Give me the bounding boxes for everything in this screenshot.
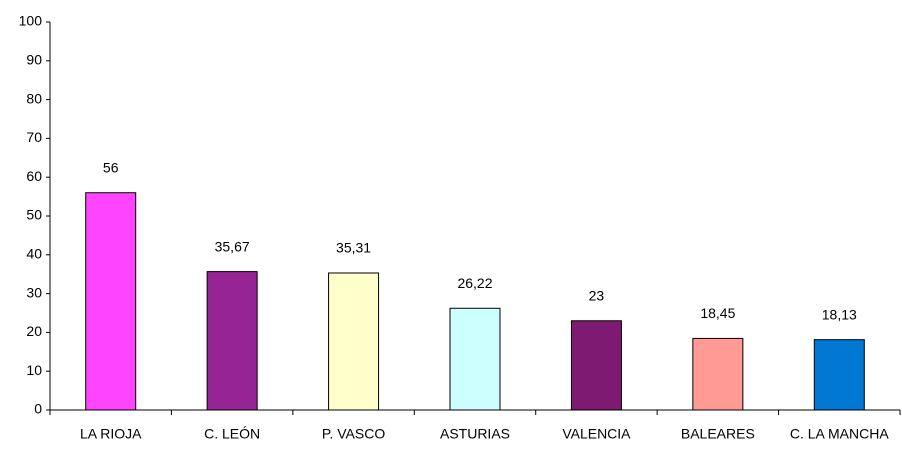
y-tick-label: 10 bbox=[26, 362, 42, 378]
y-tick-label: 30 bbox=[26, 284, 42, 300]
x-tick-label: C. LEÓN bbox=[204, 426, 260, 442]
x-tick-label: C. LA MANCHA bbox=[790, 426, 889, 442]
bar bbox=[328, 272, 380, 411]
y-tick-label: 20 bbox=[26, 323, 42, 339]
bar bbox=[449, 307, 501, 411]
value-label: 18,13 bbox=[822, 306, 857, 322]
y-tick-label: 100 bbox=[19, 13, 43, 29]
x-tick-label: P. VASCO bbox=[322, 426, 385, 442]
x-tick-label: VALENCIA bbox=[562, 426, 631, 442]
x-tick-label: ASTURIAS bbox=[440, 426, 510, 442]
value-label: 23 bbox=[589, 287, 605, 303]
value-label: 35,31 bbox=[336, 240, 371, 256]
bar bbox=[85, 192, 137, 411]
x-tick-label: BALEARES bbox=[681, 426, 755, 442]
value-label: 26,22 bbox=[457, 275, 492, 291]
x-tick-label: LA RIOJA bbox=[80, 426, 142, 442]
y-tick-label: 90 bbox=[26, 52, 42, 68]
bar bbox=[206, 271, 258, 411]
y-tick-label: 0 bbox=[34, 401, 42, 417]
y-tick-label: 80 bbox=[26, 90, 42, 106]
value-label: 56 bbox=[103, 159, 119, 175]
value-label: 18,45 bbox=[700, 305, 735, 321]
y-tick-label: 60 bbox=[26, 168, 42, 184]
value-label: 35,67 bbox=[215, 238, 250, 254]
y-tick-label: 40 bbox=[26, 246, 42, 262]
bar bbox=[692, 337, 744, 411]
y-tick-label: 50 bbox=[26, 207, 42, 223]
y-tick-label: 70 bbox=[26, 129, 42, 145]
bar bbox=[813, 339, 865, 411]
bar bbox=[570, 320, 622, 411]
